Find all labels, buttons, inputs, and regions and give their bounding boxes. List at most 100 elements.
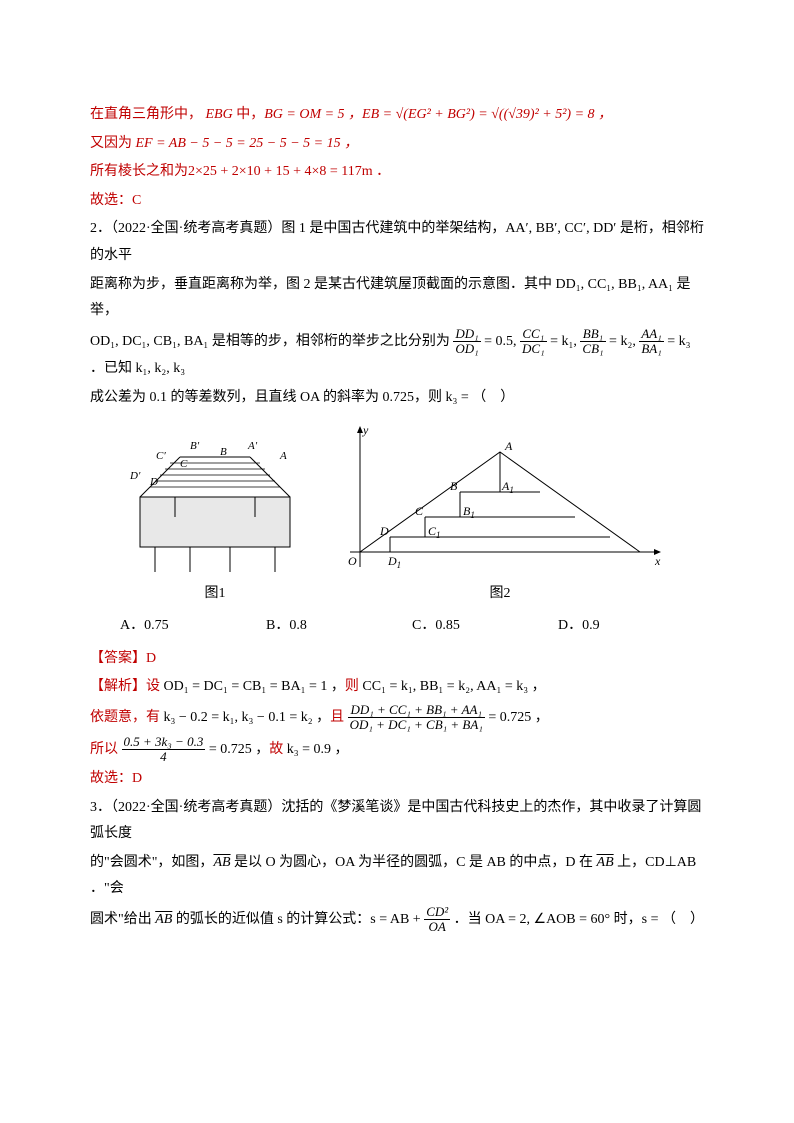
n: DD₁ + CC₁ + BB₁ + AA₁	[348, 703, 485, 718]
q3-stem1: 3．（2022·全国·统考高考真题）沈括的《梦溪笔谈》是中国古代科技史上的杰作，…	[90, 795, 704, 848]
d: CB₁	[580, 342, 605, 356]
figure1: A′ A B′ B C′ C D′ D 图1	[120, 437, 310, 608]
t: OD₁, DC₁, CB₁, BA₁ 是相等的步，相邻桁的举步之比分别为	[90, 334, 453, 349]
lbl-C1: C1	[428, 524, 441, 540]
t: 的"会圆术"，如图，	[90, 855, 213, 870]
frac: DD₁OD₁	[453, 327, 480, 357]
frac: DD₁ + CC₁ + BB₁ + AA₁OD₁ + DC₁ + CB₁ + B…	[348, 703, 485, 733]
d: 4	[122, 750, 206, 764]
arc: AB	[155, 912, 172, 927]
lbl-C: C	[415, 504, 424, 518]
figure2: O y x A B C D A1 B1 C1 D1 图2	[330, 422, 670, 608]
svg-text:D: D	[149, 476, 158, 488]
eq: = 0.725 ，	[485, 710, 549, 725]
svg-text:B′: B′	[190, 440, 200, 452]
q2-sol3: 所以 0.5 + 3k₃ − 0.34 = 0.725 ，故 k₃ = 0.9 …	[90, 735, 704, 765]
lbl-O: O	[348, 554, 357, 568]
eq: EBG	[202, 107, 236, 122]
t: 则	[345, 679, 359, 694]
t: 在直角三角形	[90, 107, 174, 122]
n: CD²	[424, 905, 450, 920]
t: 所有棱长之和为	[90, 164, 188, 179]
ans: D	[146, 651, 156, 666]
q2-sol2: 依题意，有 k₃ − 0.2 = k₁, k₃ − 0.1 = k₂ ，且 DD…	[90, 703, 704, 733]
lbl-x: x	[654, 554, 661, 568]
lbl-B: B	[450, 479, 458, 493]
fig2-svg: O y x A B C D A1 B1 C1 D1	[330, 422, 670, 577]
d: BA₁	[639, 342, 663, 356]
n: 0.5 + 3k₃ − 0.3	[122, 735, 206, 750]
fig1-caption: 图1	[120, 581, 310, 608]
frac: BB₁CB₁	[580, 327, 605, 357]
t: 故	[269, 742, 283, 757]
svg-text:C′: C′	[156, 450, 166, 462]
figures-row: A′ A B′ B C′ C D′ D 图1 O y	[120, 422, 704, 608]
eq: = 0.725 ，	[205, 742, 269, 757]
q2-sol4: 故选：D	[90, 766, 704, 793]
t: 的弧长的近似值 s 的计算公式：s = AB +	[172, 912, 424, 927]
eq: OD₁ = DC₁ = CB₁ = BA₁ = 1 ，	[160, 679, 345, 694]
t: 又因为	[90, 136, 136, 151]
svg-text:C: C	[180, 458, 188, 470]
option-A[interactable]: A．0.75	[120, 613, 266, 640]
t: 是以 O 为圆心，OA 为半径的圆弧，C 是 AB 的中点，D 在	[231, 855, 597, 870]
d: OA	[424, 920, 450, 934]
lbl-A: A	[504, 439, 513, 453]
t: 设	[146, 679, 160, 694]
option-B[interactable]: B．0.8	[266, 613, 412, 640]
sol1-line3: 所有棱长之和为2×25 + 2×10 + 15 + 4×8 = 117m ．	[90, 159, 704, 186]
n: BB₁	[580, 327, 605, 342]
eq: BG = OM = 5 ，EB = √(EG² + BG²) = √((√39)…	[264, 107, 612, 122]
q2-sol1: 【解析】设 OD₁ = DC₁ = CB₁ = BA₁ = 1 ，则 CC₁ =…	[90, 674, 704, 701]
q3-stem2: 的"会圆术"，如图，AB 是以 O 为圆心，OA 为半径的圆弧，C 是 AB 的…	[90, 850, 704, 903]
arc: AB	[597, 855, 614, 870]
frac: CC₁DC₁	[520, 327, 547, 357]
t: 所以	[90, 742, 118, 757]
q2-answer: 【答案】D	[90, 646, 704, 673]
eq: EF = AB − 5 − 5 = 25 − 5 − 5 = 15 ，	[136, 136, 359, 151]
t: 且	[330, 710, 344, 725]
frac: 0.5 + 3k₃ − 0.34	[122, 735, 206, 765]
lbl-y: y	[362, 423, 369, 437]
n: DD₁	[453, 327, 480, 342]
q2-stem1: 2．（2022·全国·统考高考真题）图 1 是中国古代建筑中的举架结构，AA′,…	[90, 216, 704, 269]
t: ．当 OA = 2, ∠AOB = 60° 时，s = （ ）	[450, 912, 704, 927]
lbl-B1: B1	[463, 504, 475, 520]
eq: = k₁,	[547, 334, 581, 349]
eq: k₃ − 0.2 = k₁, k₃ − 0.1 = k₂ ，	[160, 710, 330, 725]
lbl-A1: A1	[501, 479, 514, 495]
q2-stem2: 距离称为步，垂直距离称为举，图 2 是某古代建筑屋顶截面的示意图．其中 DD₁,…	[90, 272, 704, 325]
q2-stem4: 成公差为 0.1 的等差数列，且直线 OA 的斜率为 0.725，则 k₃ = …	[90, 385, 704, 412]
frac: AA₁BA₁	[639, 327, 663, 357]
t: 中，	[236, 107, 264, 122]
svg-text:B: B	[220, 446, 227, 458]
t: 圆术"给出	[90, 912, 155, 927]
eq: CC₁ = k₁, BB₁ = k₂, AA₁ = k₃ ，	[359, 679, 546, 694]
option-D[interactable]: D．0.9	[558, 613, 704, 640]
sol1-line1: 在直角三角形中， EBG 中，BG = OM = 5 ，EB = √(EG² +…	[90, 102, 704, 129]
option-C[interactable]: C．0.85	[412, 613, 558, 640]
q3-stem3: 圆术"给出 AB 的弧长的近似值 s 的计算公式：s = AB + CD²OA …	[90, 905, 704, 935]
d: OD₁ + DC₁ + CB₁ + BA₁	[348, 718, 485, 732]
svg-text:A′: A′	[247, 440, 258, 452]
lbl-D1: D1	[387, 554, 401, 570]
q2-options: A．0.75 B．0.8 C．0.85 D．0.9	[120, 613, 704, 640]
svg-text:A: A	[279, 450, 287, 462]
lbl-D: D	[379, 524, 389, 538]
fig2-caption: 图2	[330, 581, 670, 608]
t: 依题意，有	[90, 710, 160, 725]
d: DC₁	[520, 342, 547, 356]
sol1-line4: 故选：C	[90, 188, 704, 215]
d: OD₁	[453, 342, 480, 356]
ebg: EBG	[206, 107, 233, 122]
sol1-line2: 又因为 EF = AB − 5 − 5 = 25 − 5 − 5 = 15 ，	[90, 131, 704, 158]
n: CC₁	[520, 327, 547, 342]
q2-stem3: OD₁, DC₁, CB₁, BA₁ 是相等的步，相邻桁的举步之比分别为 DD₁…	[90, 327, 704, 383]
eq: 2×25 + 2×10 + 15 + 4×8 = 117m ．	[188, 164, 390, 179]
eq: k₃ = 0.9 ，	[283, 742, 348, 757]
eq: = k₂,	[606, 334, 640, 349]
eq: = 0.5,	[481, 334, 520, 349]
n: AA₁	[639, 327, 663, 342]
arc: AB	[213, 855, 230, 870]
sol-label: 【解析】	[90, 679, 146, 694]
